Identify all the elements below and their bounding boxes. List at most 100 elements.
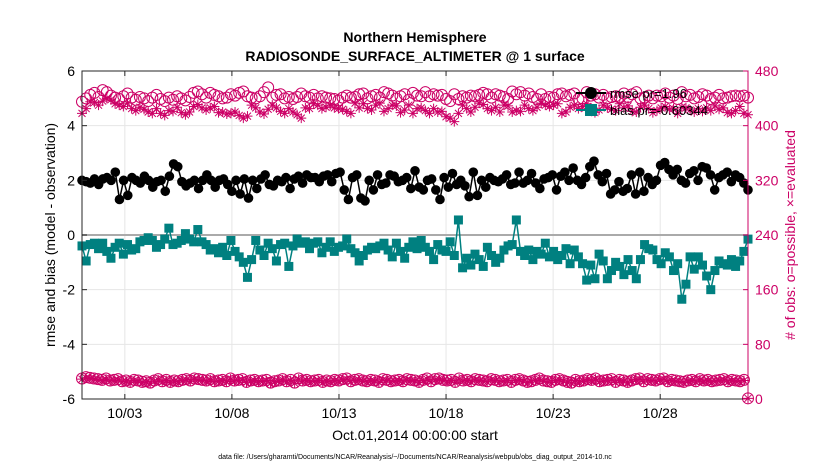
- series-5-point-77: [385, 376, 396, 387]
- series-1: [77, 215, 753, 304]
- series-0-point-19: [156, 175, 166, 186]
- series-1-point-125: [594, 249, 604, 259]
- series-3-point-36: [225, 108, 236, 119]
- series-5-point-110: [518, 376, 529, 387]
- series-3-point-84: [424, 108, 435, 119]
- series-0-point-10: [118, 175, 129, 186]
- series-3-point-61: [329, 102, 340, 113]
- series-5-point-112: [526, 376, 537, 387]
- series-1-point-109: [528, 255, 538, 265]
- series-3-point-121: [577, 101, 588, 112]
- series-5-point-129: [594, 376, 605, 387]
- series-5-point-85: [418, 375, 429, 386]
- series-3-point-93: [461, 103, 472, 114]
- series-5-point-92: [446, 375, 457, 386]
- series-0-point-27: [189, 175, 200, 186]
- series-1-point-39: [238, 257, 248, 267]
- series-2-point-139: [650, 89, 663, 102]
- series-5-point-55: [297, 376, 308, 387]
- series-3-point-87: [436, 106, 447, 117]
- series-1-point-118: [565, 259, 575, 269]
- series-5-point-60: [317, 377, 328, 388]
- series-2-point-80: [406, 86, 419, 99]
- series-5-point-135: [618, 376, 629, 387]
- series-1-point-55: [305, 244, 315, 254]
- series-3-point-1: [81, 103, 92, 114]
- series-0-point-123: [589, 156, 599, 166]
- series-5-point-107: [506, 377, 517, 388]
- series-3-point-44: [259, 109, 270, 120]
- series-2-point-140: [655, 90, 668, 103]
- series-2-point-82: [415, 90, 428, 103]
- series-5-point-155: [698, 376, 709, 387]
- series-5-point-26: [181, 374, 192, 385]
- series-0-point-49: [281, 172, 291, 183]
- series-0-point-143: [672, 164, 683, 175]
- series-5-point-18: [149, 376, 160, 387]
- series-1-point-28: [193, 225, 203, 235]
- series-1-point-49: [280, 238, 290, 248]
- series-3-point-64: [341, 106, 352, 117]
- series-5-point-10: [117, 376, 128, 387]
- series-2-point-128: [605, 90, 618, 103]
- series-5-point-1: [81, 372, 92, 383]
- series-3-point-22: [168, 106, 179, 117]
- series-1-point-42: [251, 235, 261, 245]
- x-tick-label-4: 10/23: [536, 405, 571, 421]
- series-3-point-33: [213, 107, 224, 118]
- series-1-point-147: [685, 252, 695, 262]
- series-2-point-52: [291, 90, 304, 103]
- series-5-point-15: [137, 377, 148, 388]
- series-1-point-9: [114, 238, 124, 248]
- series-3-point-150: [697, 106, 708, 117]
- y-tick-label-4: 2: [67, 172, 75, 188]
- series-3-point-141: [660, 101, 671, 112]
- series-5-point-118: [550, 375, 561, 386]
- series-5-point-154: [694, 374, 705, 385]
- series-2-point-48: [274, 88, 287, 101]
- y-axis-label: rmse and bias (model - observation): [42, 123, 58, 347]
- series-3-point-13: [130, 105, 141, 116]
- series-1-point-144: [673, 259, 683, 269]
- series-0-point-28: [193, 183, 204, 194]
- series-5-point-139: [634, 374, 645, 385]
- series-5-point-5: [97, 375, 108, 386]
- series-3-point-55: [304, 103, 315, 114]
- series-0-point-105: [514, 167, 524, 177]
- y-tick-label-2: -2: [63, 282, 76, 298]
- series-1-point-142: [664, 252, 674, 262]
- series-1-point-41: [247, 255, 257, 265]
- series-3-point-103: [503, 100, 514, 111]
- series-2-point-43: [253, 90, 266, 103]
- y-tick-label-6: 6: [67, 63, 75, 79]
- series-5-point-90: [438, 375, 449, 386]
- series-5-point-6: [101, 374, 112, 385]
- x-axis-label: Oct.01,2014 00:00:00 start: [332, 427, 498, 443]
- series-5-point-120: [558, 376, 569, 387]
- series-2-point-149: [692, 90, 705, 103]
- series-3-point-153: [709, 100, 720, 111]
- series-0-point-62: [335, 167, 345, 177]
- series-3-point-102: [498, 100, 509, 111]
- series-5-point-33: [209, 376, 220, 387]
- series-5-point-147: [666, 375, 677, 386]
- series-2-point-20: [158, 95, 171, 108]
- series-3-point-24: [176, 107, 187, 118]
- series-5-point-126: [582, 374, 593, 385]
- series-3-point-76: [391, 100, 402, 111]
- series-5-point-2: [85, 373, 96, 384]
- series-5-point-143: [650, 376, 661, 387]
- series-3-point-10: [118, 101, 129, 112]
- series-2-point-29: [195, 88, 208, 101]
- series-5-point-45: [257, 376, 268, 387]
- series-0-point-129: [614, 176, 624, 187]
- series-5-point-113: [530, 375, 541, 386]
- series-0-point-110: [535, 183, 545, 194]
- series-3-point-41: [246, 100, 257, 111]
- series-3-point-8: [110, 98, 121, 109]
- series-2-point-106: [514, 86, 527, 99]
- series-5-point-21: [161, 375, 172, 386]
- series-3-point-66: [350, 98, 361, 109]
- series-1-point-145: [677, 294, 687, 304]
